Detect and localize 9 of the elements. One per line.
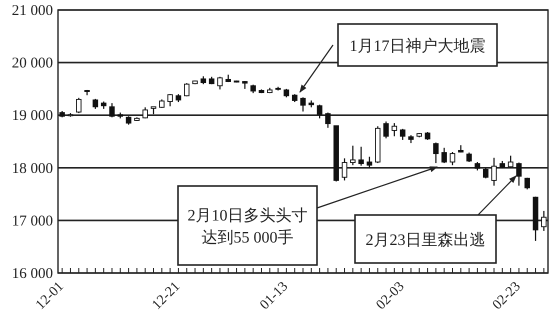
y-tick-label: 20 000 bbox=[12, 56, 53, 72]
annotation: 2月10日多头头寸达到55 000手 bbox=[188, 206, 308, 246]
y-tick-label: 21 000 bbox=[12, 3, 53, 19]
y-tick-label: 16 000 bbox=[12, 266, 53, 282]
y-tick-label: 18 000 bbox=[12, 160, 53, 177]
annotation: 1月17日神户大地震 bbox=[350, 37, 486, 55]
annotation: 2月23日里森出逃 bbox=[366, 231, 486, 249]
y-tick-label: 17 000 bbox=[12, 213, 53, 230]
y-tick-label: 19 000 bbox=[12, 108, 53, 124]
